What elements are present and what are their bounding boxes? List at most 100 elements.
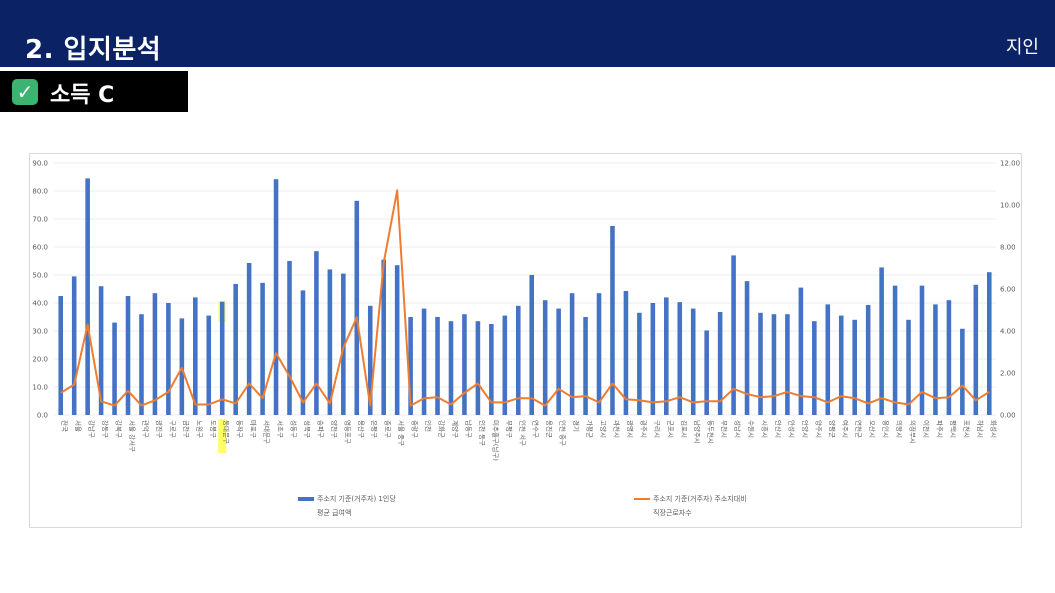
bar <box>502 315 508 415</box>
bar <box>273 179 279 415</box>
bar <box>852 319 857 415</box>
category-label: 영등포구 <box>343 420 352 444</box>
category-label: 양천구 <box>330 420 339 438</box>
y-left-tick-label: 90.0 <box>32 160 48 168</box>
category-label: 구로구 <box>168 420 176 438</box>
category-label: 수원시 <box>747 420 756 438</box>
y-left-tick-label: 10.0 <box>32 384 48 392</box>
bar <box>798 287 804 415</box>
category-label: 계양구 <box>451 420 460 438</box>
category-label: 동작구 <box>236 420 245 438</box>
y-left-tick-label: 20.0 <box>32 356 48 364</box>
category-label: 옹진군 <box>545 420 554 438</box>
bar <box>515 305 521 415</box>
category-label: 서초구 <box>276 420 285 438</box>
bar <box>690 308 696 415</box>
category-label: 구리시 <box>653 420 662 438</box>
category-label: 가평군 <box>586 420 595 438</box>
legend-label-bar-line2: 평균 급여액 <box>317 508 351 517</box>
y-right-tick-label: 4.00 <box>1000 328 1016 336</box>
bar <box>408 317 413 415</box>
bar <box>583 317 588 415</box>
bar <box>193 297 198 415</box>
bar <box>179 318 185 415</box>
category-label: 부평구 <box>505 420 514 438</box>
category-label: 송파구 <box>316 420 325 438</box>
category-label: 안산시 <box>774 420 783 438</box>
bar <box>112 322 117 415</box>
category-label: 인천 동구 <box>478 420 487 446</box>
category-label: 강화군 <box>438 420 447 438</box>
bar <box>704 330 709 415</box>
bar <box>919 285 925 415</box>
bar <box>664 297 669 415</box>
bar <box>448 321 454 415</box>
bar <box>529 275 535 415</box>
y-left-tick-label: 30.0 <box>32 328 48 336</box>
category-label: 군포시 <box>666 420 674 438</box>
bar <box>865 304 871 415</box>
bar <box>206 315 212 415</box>
check-mark-icon: ✓ <box>12 79 38 105</box>
bar <box>381 259 386 415</box>
y-left-tick-label: 40.0 <box>32 300 48 308</box>
category-label: 인천 중구 <box>559 420 568 446</box>
bar <box>475 321 481 415</box>
bar <box>219 301 225 415</box>
bar <box>354 200 360 415</box>
bar <box>166 303 171 415</box>
category-label: 성북구 <box>303 420 312 438</box>
bar <box>489 324 494 415</box>
category-label: 서울 중구 <box>397 420 406 446</box>
category-label: 성남시 <box>734 420 743 438</box>
bar <box>71 276 77 415</box>
bar <box>327 269 333 415</box>
bar <box>785 314 790 415</box>
bar <box>569 293 575 415</box>
y-left-tick-label: 70.0 <box>32 216 48 224</box>
category-label: 부천시 <box>720 420 729 438</box>
category-label: 인천 <box>424 420 433 432</box>
category-label: 파주시 <box>935 420 944 438</box>
category-label: 의정부시 <box>909 420 918 444</box>
category-label: 강동구 <box>101 420 110 438</box>
bar <box>973 284 979 415</box>
bar <box>610 226 615 415</box>
bar <box>435 317 440 415</box>
category-label-highlight <box>218 419 227 453</box>
y-left-tick-label: 60.0 <box>32 244 48 252</box>
category-label: 도봉구 <box>209 420 217 438</box>
bar <box>960 328 965 415</box>
page-title: 2. 입지분석 <box>25 35 162 65</box>
bar <box>717 311 723 415</box>
legend-label-line: 주소지 기준(거주자) 주소지대비 <box>653 494 747 503</box>
y-left-tick-label: 50.0 <box>32 272 48 280</box>
category-label: 하남시 <box>976 420 985 438</box>
bar <box>125 296 131 415</box>
bar <box>933 304 938 415</box>
bar <box>596 293 602 415</box>
category-label: 서대문구 <box>263 420 272 444</box>
category-label: 연천군 <box>855 420 864 438</box>
y-right-tick-label: 8.00 <box>1000 244 1016 252</box>
section-label: 소득 C <box>50 83 115 108</box>
y-right-tick-label: 10.00 <box>1000 202 1020 210</box>
category-label: 남양주시 <box>693 420 702 444</box>
category-label: 고양시 <box>599 420 607 438</box>
bar <box>623 290 629 415</box>
category-label: 과천시 <box>612 420 621 438</box>
bar <box>879 267 884 415</box>
y-right-tick-label: 2.00 <box>1000 370 1016 378</box>
category-label: 이천시 <box>922 420 931 438</box>
bar <box>825 304 831 415</box>
category-label: 연수구 <box>532 420 540 438</box>
bar <box>260 282 265 415</box>
header-bar <box>0 0 1055 67</box>
category-label: 포천시 <box>962 420 971 438</box>
bar <box>731 255 736 415</box>
bar <box>233 283 238 415</box>
bar <box>906 319 911 415</box>
bar <box>394 265 400 415</box>
category-label: 용산구 <box>357 420 366 438</box>
y-left-tick-label: 80.0 <box>32 188 48 196</box>
